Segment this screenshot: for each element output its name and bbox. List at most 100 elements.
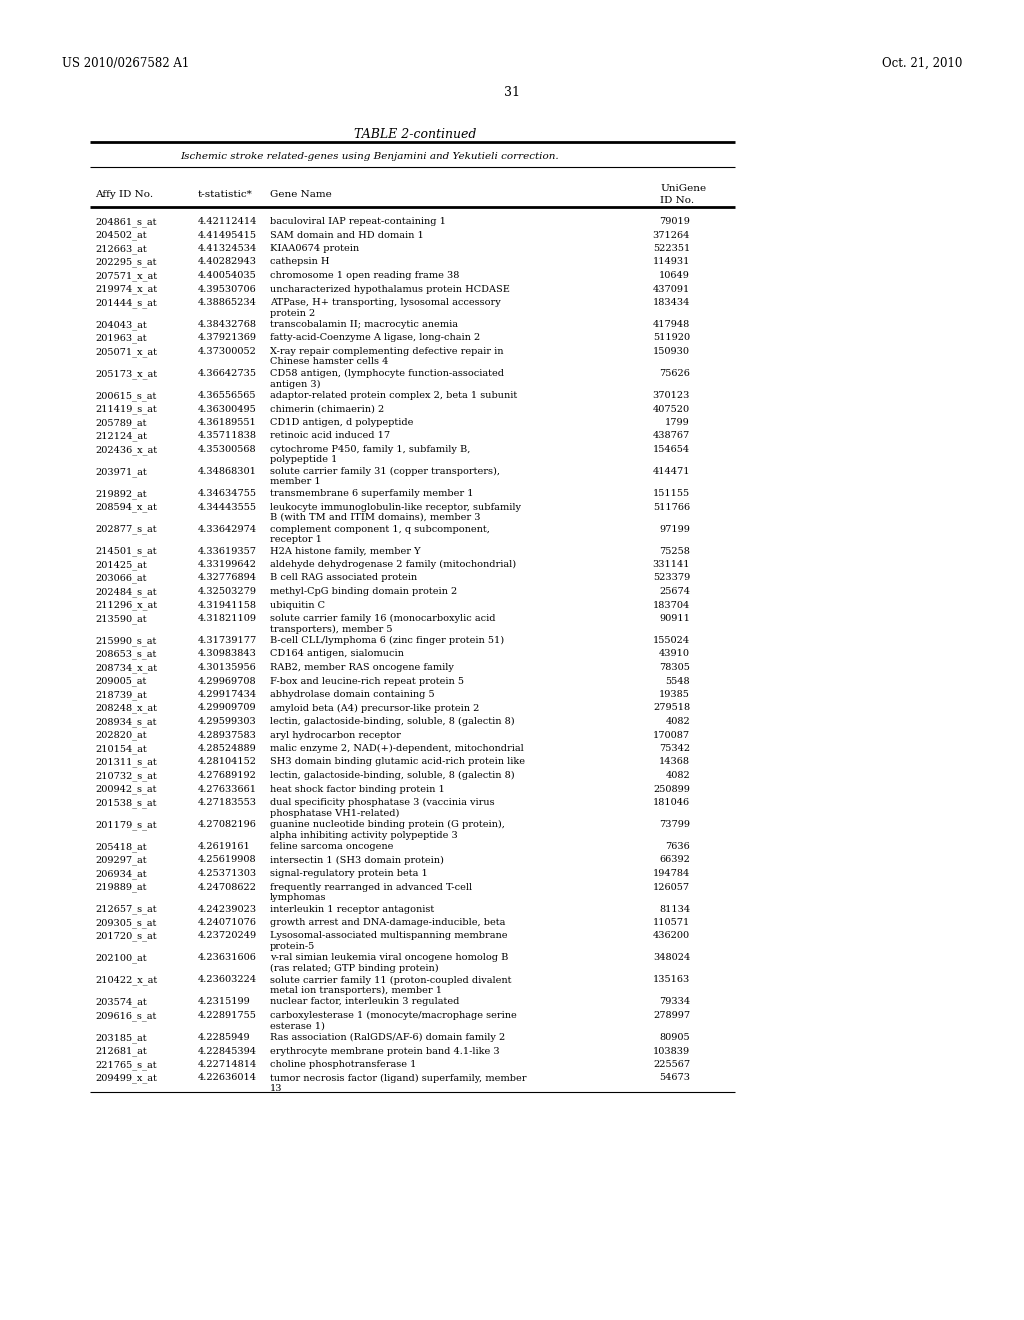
Text: CD58 antigen, (lymphocyte function-associated: CD58 antigen, (lymphocyte function-assoc… — [270, 370, 504, 378]
Text: 4.25371303: 4.25371303 — [198, 869, 257, 878]
Text: 523379: 523379 — [652, 573, 690, 582]
Text: 31: 31 — [504, 86, 520, 99]
Text: Gene Name: Gene Name — [270, 190, 332, 199]
Text: 210422_x_at: 210422_x_at — [95, 975, 158, 985]
Text: 4.22891755: 4.22891755 — [198, 1011, 257, 1020]
Text: 75258: 75258 — [659, 546, 690, 556]
Text: 80905: 80905 — [659, 1034, 690, 1041]
Text: 4.31941158: 4.31941158 — [198, 601, 257, 610]
Text: 4.2315199: 4.2315199 — [198, 998, 251, 1006]
Text: 4082: 4082 — [666, 771, 690, 780]
Text: 151155: 151155 — [653, 488, 690, 498]
Text: 370123: 370123 — [652, 391, 690, 400]
Text: Chinese hamster cells 4: Chinese hamster cells 4 — [270, 358, 388, 367]
Text: 81134: 81134 — [658, 904, 690, 913]
Text: 25674: 25674 — [659, 587, 690, 597]
Text: Ischemic stroke related-genes using Benjamini and Yekutieli correction.: Ischemic stroke related-genes using Benj… — [180, 152, 559, 161]
Text: KIAA0674 protein: KIAA0674 protein — [270, 244, 359, 253]
Text: Lysosomal-associated multispanning membrane: Lysosomal-associated multispanning membr… — [270, 932, 508, 940]
Text: frequently rearranged in advanced T-cell: frequently rearranged in advanced T-cell — [270, 883, 472, 891]
Text: 202100_at: 202100_at — [95, 953, 146, 964]
Text: 181046: 181046 — [653, 799, 690, 807]
Text: metal ion transporters), member 1: metal ion transporters), member 1 — [270, 986, 442, 995]
Text: complement component 1, q subcomponent,: complement component 1, q subcomponent, — [270, 524, 489, 533]
Text: 207571_x_at: 207571_x_at — [95, 271, 157, 281]
Text: 219889_at: 219889_at — [95, 883, 146, 892]
Text: UniGene: UniGene — [660, 183, 707, 193]
Text: Ras association (RalGDS/AF-6) domain family 2: Ras association (RalGDS/AF-6) domain fam… — [270, 1034, 505, 1041]
Text: CD1D antigen, d polypeptide: CD1D antigen, d polypeptide — [270, 418, 414, 426]
Text: 201311_s_at: 201311_s_at — [95, 758, 157, 767]
Text: solute carrier family 16 (monocarboxylic acid: solute carrier family 16 (monocarboxylic… — [270, 614, 496, 623]
Text: 212663_at: 212663_at — [95, 244, 146, 253]
Text: 201444_s_at: 201444_s_at — [95, 298, 157, 308]
Text: 75626: 75626 — [659, 370, 690, 378]
Text: 4.32503279: 4.32503279 — [198, 587, 257, 597]
Text: 371264: 371264 — [652, 231, 690, 239]
Text: 4.30135956: 4.30135956 — [198, 663, 257, 672]
Text: 154654: 154654 — [653, 445, 690, 454]
Text: 4.22845394: 4.22845394 — [198, 1047, 257, 1056]
Text: chimerin (chimaerin) 2: chimerin (chimaerin) 2 — [270, 404, 384, 413]
Text: 79334: 79334 — [658, 998, 690, 1006]
Text: Oct. 21, 2010: Oct. 21, 2010 — [882, 57, 962, 70]
Text: guanine nucleotide binding protein (G protein),: guanine nucleotide binding protein (G pr… — [270, 820, 505, 829]
Text: 4.2619161: 4.2619161 — [198, 842, 251, 851]
Text: 54673: 54673 — [659, 1073, 690, 1082]
Text: 150930: 150930 — [653, 347, 690, 356]
Text: 4.27633661: 4.27633661 — [198, 784, 257, 793]
Text: 202295_s_at: 202295_s_at — [95, 257, 157, 267]
Text: abhydrolase domain containing 5: abhydrolase domain containing 5 — [270, 690, 434, 700]
Text: 201538_s_at: 201538_s_at — [95, 799, 157, 808]
Text: 4.36300495: 4.36300495 — [198, 404, 257, 413]
Text: 212124_at: 212124_at — [95, 432, 147, 441]
Text: 210154_at: 210154_at — [95, 744, 146, 754]
Text: 436200: 436200 — [653, 932, 690, 940]
Text: 210732_s_at: 210732_s_at — [95, 771, 157, 780]
Text: 4.37921369: 4.37921369 — [198, 334, 257, 342]
Text: baculoviral IAP repeat-containing 1: baculoviral IAP repeat-containing 1 — [270, 216, 445, 226]
Text: 213590_at: 213590_at — [95, 614, 146, 623]
Text: antigen 3): antigen 3) — [270, 380, 321, 388]
Text: tumor necrosis factor (ligand) superfamily, member: tumor necrosis factor (ligand) superfami… — [270, 1073, 526, 1082]
Text: 4.41324534: 4.41324534 — [198, 244, 257, 253]
Text: B cell RAG associated protein: B cell RAG associated protein — [270, 573, 417, 582]
Text: 126057: 126057 — [653, 883, 690, 891]
Text: 183434: 183434 — [652, 298, 690, 308]
Text: 331141: 331141 — [652, 560, 690, 569]
Text: 4.27183553: 4.27183553 — [198, 799, 257, 807]
Text: 511920: 511920 — [653, 334, 690, 342]
Text: 204043_at: 204043_at — [95, 319, 146, 330]
Text: 14368: 14368 — [659, 758, 690, 767]
Text: 4.29969708: 4.29969708 — [198, 676, 257, 685]
Text: 4.33199642: 4.33199642 — [198, 560, 257, 569]
Text: leukocyte immunoglobulin-like receptor, subfamily: leukocyte immunoglobulin-like receptor, … — [270, 503, 521, 511]
Text: transcobalamin II; macrocytic anemia: transcobalamin II; macrocytic anemia — [270, 319, 458, 329]
Text: member 1: member 1 — [270, 478, 321, 487]
Text: B-cell CLL/lymphoma 6 (zinc finger protein 51): B-cell CLL/lymphoma 6 (zinc finger prote… — [270, 636, 504, 645]
Text: 1799: 1799 — [666, 418, 690, 426]
Text: 201963_at: 201963_at — [95, 334, 146, 343]
Text: 203574_at: 203574_at — [95, 998, 146, 1007]
Text: 204502_at: 204502_at — [95, 231, 146, 240]
Text: 183704: 183704 — [652, 601, 690, 610]
Text: 407520: 407520 — [653, 404, 690, 413]
Text: 202820_at: 202820_at — [95, 730, 146, 741]
Text: receptor 1: receptor 1 — [270, 535, 322, 544]
Text: 209005_at: 209005_at — [95, 676, 146, 686]
Text: 208248_x_at: 208248_x_at — [95, 704, 157, 713]
Text: 211296_x_at: 211296_x_at — [95, 601, 157, 610]
Text: dual specificity phosphatase 3 (vaccinia virus: dual specificity phosphatase 3 (vaccinia… — [270, 799, 495, 807]
Text: 205789_at: 205789_at — [95, 418, 146, 428]
Text: 135163: 135163 — [652, 975, 690, 985]
Text: 4082: 4082 — [666, 717, 690, 726]
Text: 417948: 417948 — [652, 319, 690, 329]
Text: 4.34868301: 4.34868301 — [198, 467, 257, 477]
Text: alpha inhibiting activity polypeptide 3: alpha inhibiting activity polypeptide 3 — [270, 830, 458, 840]
Text: 4.36642735: 4.36642735 — [198, 370, 257, 378]
Text: 201720_s_at: 201720_s_at — [95, 932, 157, 941]
Text: 201425_at: 201425_at — [95, 560, 146, 570]
Text: 205071_x_at: 205071_x_at — [95, 347, 157, 356]
Text: 219892_at: 219892_at — [95, 488, 146, 499]
Text: 4.38865234: 4.38865234 — [198, 298, 257, 308]
